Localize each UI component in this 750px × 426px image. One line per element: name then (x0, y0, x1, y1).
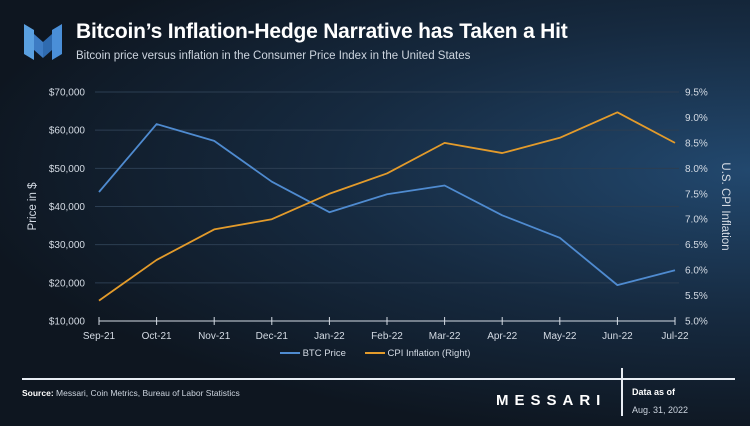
x-tick-label: Jan-22 (314, 331, 345, 342)
x-tick-label: Apr-22 (487, 331, 517, 342)
footer-divider (22, 378, 735, 380)
x-tick-label: May-22 (543, 331, 577, 342)
y-tick-label: $30,000 (49, 240, 86, 251)
y2-tick-label: 6.5% (685, 240, 708, 251)
y-tick-label: $10,000 (49, 317, 86, 328)
y2-tick-label: 6.0% (685, 266, 708, 277)
footer-vertical-divider (621, 368, 623, 416)
y2-tick-label: 5.0% (685, 317, 708, 328)
y-tick-label: $60,000 (49, 126, 86, 137)
legend: BTC Price CPI Inflation (Right) (0, 348, 750, 359)
y2-tick-label: 7.5% (685, 189, 708, 200)
legend-label-btc: BTC Price (302, 348, 346, 359)
y2-tick-label: 5.5% (685, 291, 708, 302)
chart-subtitle: Bitcoin price versus inflation in the Co… (76, 50, 471, 62)
legend-swatch-btc (279, 352, 300, 355)
source-note: Source: Messari, Coin Metrics, Bureau of… (22, 388, 240, 398)
y-tick-label: $70,000 (49, 88, 86, 99)
legend-swatch-cpi (364, 352, 385, 355)
source-text: Messari, Coin Metrics, Bureau of Labor S… (53, 388, 240, 398)
x-tick-label: Nov-21 (198, 331, 231, 342)
y-tick-label: $40,000 (49, 202, 86, 213)
x-tick-label: Feb-22 (371, 331, 403, 342)
legend-item-btc: BTC Price (279, 348, 346, 359)
y-tick-label: $50,000 (49, 164, 86, 175)
btc-price-line (98, 123, 676, 287)
x-tick-label: Sep-21 (83, 331, 116, 342)
y2-tick-label: 8.0% (685, 164, 708, 175)
x-tick-label: Jun-22 (602, 331, 633, 342)
y2-tick-label: 7.0% (685, 215, 708, 226)
x-tick-label: Jul-22 (661, 331, 689, 342)
source-label: Source: (22, 388, 54, 398)
y2-tick-label: 9.5% (685, 88, 708, 99)
y2-tick-label: 9.0% (685, 113, 708, 124)
brand-wordmark: MESSARI (496, 392, 606, 409)
y-axis-title: Price in $ (27, 182, 39, 231)
x-tick-label: Mar-22 (429, 331, 461, 342)
legend-item-cpi: CPI Inflation (Right) (364, 348, 471, 359)
legend-label-cpi: CPI Inflation (Right) (387, 348, 471, 359)
x-tick-label: Oct-21 (142, 331, 172, 342)
chart-title: Bitcoin’s Inflation-Hedge Narrative has … (76, 20, 568, 43)
messari-logo-icon (24, 24, 62, 60)
data-as-of-date: Aug. 31, 2022 (632, 405, 689, 415)
x-tick-label: Dec-21 (256, 331, 289, 342)
y2-tick-label: 8.5% (685, 138, 708, 149)
data-as-of-label: Data as of (632, 387, 676, 397)
y2-axis-title: U.S. CPI Inflation (719, 162, 731, 250)
y-tick-label: $20,000 (49, 278, 86, 289)
brand-text: MESSARI (496, 392, 607, 409)
